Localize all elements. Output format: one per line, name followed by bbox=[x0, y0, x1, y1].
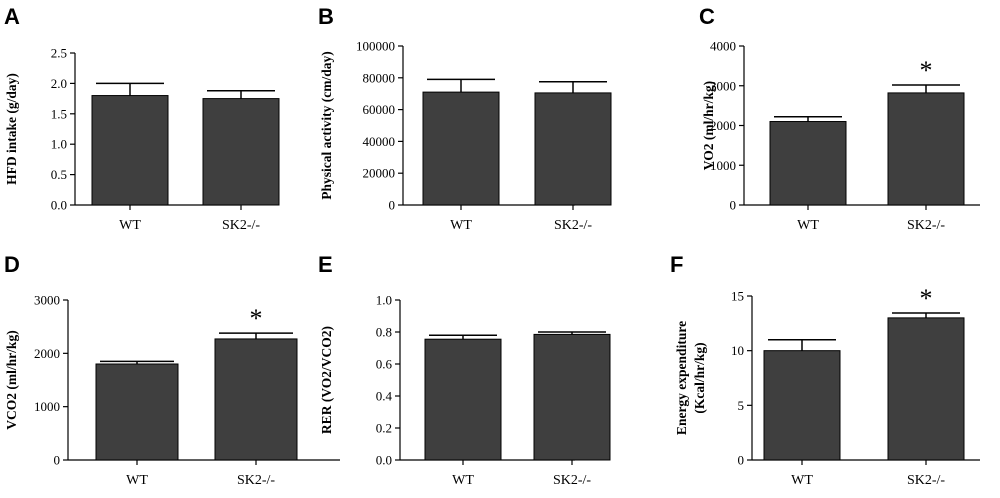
category-label: SK2-/- bbox=[554, 218, 592, 233]
y-tick-label: 1.5 bbox=[51, 106, 67, 121]
y-tick-label: 2.0 bbox=[51, 76, 67, 91]
y-tick-label: 0 bbox=[54, 453, 61, 468]
y-tick-label: 100000 bbox=[356, 39, 395, 54]
y-tick-label: 0.8 bbox=[376, 325, 392, 340]
category-label: SK2-/- bbox=[553, 473, 591, 488]
significance-marker: * bbox=[250, 304, 263, 333]
bar-wt bbox=[424, 338, 502, 461]
y-tick-label: 4000 bbox=[710, 39, 736, 54]
category-label: SK2-/- bbox=[222, 218, 260, 233]
panel-b: B 0 20000 40000 60000 80000 100000 WT SK2-/- Phys… bbox=[318, 4, 612, 233]
y-axis-label: RER (VO2/VCO2) bbox=[319, 326, 334, 434]
y-tick-label: 3000 bbox=[34, 293, 60, 308]
category-label: WT bbox=[791, 473, 813, 488]
bar-sk2 bbox=[887, 92, 965, 206]
y-axis-label: VO2 (ml/hr/kg) bbox=[701, 81, 716, 170]
y-tick-label: 2.5 bbox=[51, 46, 67, 61]
bar-sk2 bbox=[534, 92, 612, 206]
bar-wt bbox=[769, 121, 847, 206]
y-tick-label: 3000 bbox=[710, 78, 736, 93]
category-label: WT bbox=[119, 218, 141, 233]
category-label: WT bbox=[450, 218, 472, 233]
bar-sk2 bbox=[214, 338, 298, 461]
y-tick-label: 1000 bbox=[34, 399, 60, 414]
y-tick-label: 0.5 bbox=[51, 167, 67, 182]
category-label: SK2-/- bbox=[907, 473, 945, 488]
panel-letter: C bbox=[699, 4, 715, 29]
bar-sk2 bbox=[202, 98, 280, 206]
y-tick-label: 1.0 bbox=[376, 293, 392, 308]
bar-wt bbox=[91, 95, 169, 206]
category-label: SK2-/- bbox=[237, 473, 275, 488]
y-tick-label: 80000 bbox=[363, 70, 396, 85]
category-label: SK2-/- bbox=[907, 218, 945, 233]
bar-wt bbox=[763, 350, 841, 461]
category-label: WT bbox=[126, 473, 148, 488]
y-tick-label: 15 bbox=[731, 289, 744, 304]
y-tick-label: 1.0 bbox=[51, 137, 67, 152]
significance-marker: * bbox=[920, 284, 933, 313]
bar-wt bbox=[422, 91, 500, 206]
category-label: WT bbox=[797, 218, 819, 233]
y-tick-label: 0.0 bbox=[376, 453, 392, 468]
panel-letter: D bbox=[4, 252, 20, 277]
bar-wt bbox=[95, 363, 179, 461]
panel-c: C 0 1000 2000 3000 4000 WT SK2-/- * VO2 (ml/hr/kg… bbox=[699, 4, 980, 233]
panel-letter: F bbox=[670, 252, 683, 277]
y-tick-label: 0.2 bbox=[376, 421, 392, 436]
y-axis-label: Energy expenditure bbox=[674, 321, 689, 435]
bar-sk2 bbox=[887, 317, 965, 461]
panel-d: D 0 1000 2000 3000 WT SK2-/- * VCO2 (ml/hr/kg) bbox=[4, 252, 340, 488]
y-tick-label: 0 bbox=[389, 198, 396, 213]
y-tick-label: 2000 bbox=[34, 346, 60, 361]
significance-marker: * bbox=[920, 56, 933, 85]
panel-letter: E bbox=[318, 252, 333, 277]
y-tick-label: 1000 bbox=[710, 158, 736, 173]
y-tick-label: 10 bbox=[731, 343, 744, 358]
y-axis-label: Physical activity (cm/day) bbox=[319, 51, 334, 199]
y-axis-label: (Kcal/hr/kg) bbox=[692, 342, 707, 413]
y-tick-label: 2000 bbox=[710, 118, 736, 133]
y-tick-label: 0.0 bbox=[51, 198, 67, 213]
y-axis-label: VCO2 (ml/hr/kg) bbox=[4, 330, 19, 429]
panel-f: F 0 5 10 15 WT SK2-/- * Energy expenditure (Kcal/… bbox=[670, 252, 980, 488]
panel-a: A 0.0 0.5 1.0 1.5 2.0 2.5 WT SK2-/- HFD intake (g… bbox=[4, 4, 280, 233]
category-label: WT bbox=[452, 473, 474, 488]
panel-letter: B bbox=[318, 4, 334, 29]
panel-e: E 0.0 0.2 0.4 0.6 0.8 1.0 WT SK2-/- RER (VO2/VCO2… bbox=[318, 252, 611, 488]
y-tick-label: 0.4 bbox=[376, 389, 393, 404]
y-tick-label: 0 bbox=[730, 198, 737, 213]
bar-sk2 bbox=[533, 333, 611, 461]
y-axis-label: HFD intake (g/day) bbox=[4, 73, 19, 185]
y-tick-label: 0 bbox=[738, 453, 745, 468]
y-tick-label: 5 bbox=[738, 398, 745, 413]
y-tick-label: 0.6 bbox=[376, 357, 393, 372]
y-tick-label: 20000 bbox=[363, 166, 396, 181]
panel-letter: A bbox=[4, 4, 20, 29]
y-tick-label: 60000 bbox=[363, 102, 396, 117]
y-tick-label: 40000 bbox=[363, 134, 396, 149]
